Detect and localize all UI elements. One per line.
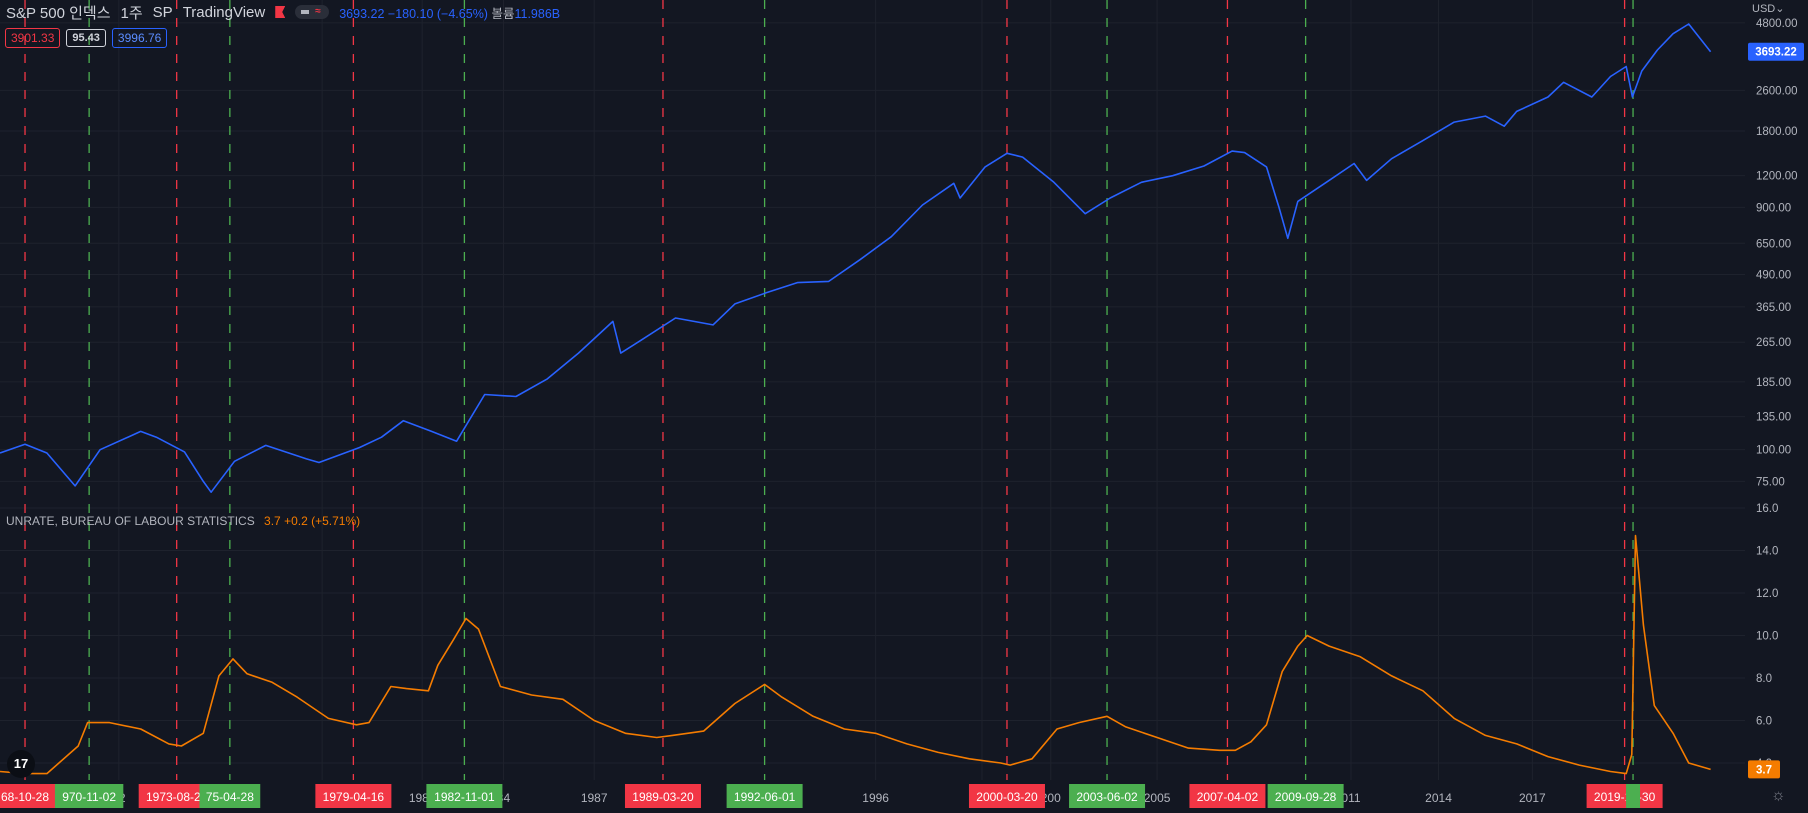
event-date-label: 1979-04-16 [323, 790, 385, 804]
time-tick-label: 011 [1341, 791, 1360, 805]
chevron-down-icon: ⌄ [1775, 3, 1785, 15]
tradingview-logo-icon[interactable]: 17 [7, 750, 35, 778]
event-date-label: 2007-04-02 [1197, 790, 1259, 804]
price-tick-label: 2600.00 [1756, 85, 1798, 97]
symbol-name[interactable]: S&P 500 인덱스 [6, 4, 111, 22]
unrate-line[interactable] [0, 534, 1711, 775]
price-tick-label: 490.00 [1756, 269, 1791, 281]
price-tick-label: 185.00 [1756, 377, 1791, 389]
event-date-label: 970-11-02 [62, 790, 116, 804]
event-date-badge [1267, 784, 1344, 808]
time-tick-label: 2005 [1144, 791, 1171, 805]
gear-icon[interactable]: ☼ [1771, 787, 1786, 804]
spx-price-line[interactable] [0, 23, 1712, 493]
event-date-badge [1069, 784, 1146, 808]
event-date-label: 1992-06-01 [734, 790, 796, 804]
price-tick-label: 4800.00 [1756, 18, 1798, 30]
quote-text: 3693.22 −180.10 (−4.65%) 볼륨11.986B [339, 3, 560, 22]
event-date-badge [726, 784, 803, 808]
trade-panel: 3901.33 95.43 3996.76 [5, 28, 168, 48]
event-date-label: 75-04-28 [206, 790, 254, 804]
spx-last-price-tag [1748, 42, 1804, 61]
unrate-last-value-tag [1748, 760, 1780, 779]
price-tick-label: 135.00 [1756, 412, 1791, 424]
interval-label[interactable]: 1주 [120, 4, 143, 22]
event-date-badge [199, 784, 261, 808]
time-tick-label: 2014 [1425, 791, 1452, 805]
event-date-badge [624, 784, 701, 808]
unrate-tick-label: 12.0 [1756, 588, 1778, 600]
price-axis-strip [1745, 0, 1808, 813]
event-date-badge [0, 784, 56, 808]
chart-header: S&P 500 인덱스 1주 SP TradingView ≈ 3693.22 … [6, 1, 560, 23]
event-date-badge [968, 784, 1045, 808]
event-date-label: 2009-09-28 [1275, 790, 1337, 804]
event-date-badge [1189, 784, 1266, 808]
spx-last-price-label: 3693.22 [1755, 47, 1797, 59]
indicator-values: 3.7 +0.2 (+5.71%) [264, 514, 361, 528]
event-date-label: 2019-12-30 [1594, 790, 1656, 804]
time-tick-label: 2017 [1519, 791, 1546, 805]
event-date-label: 1982-11-01 [434, 790, 495, 804]
price-tick-label: 265.00 [1756, 337, 1791, 349]
unrate-tick-label: 14.0 [1756, 546, 1778, 558]
event-date-label: 2003-06-02 [1076, 790, 1138, 804]
event-date-badge [426, 784, 503, 808]
sell-button[interactable]: 3901.33 [5, 28, 61, 48]
price-tick-label: 365.00 [1756, 302, 1791, 314]
unrate-last-value-label: 3.7 [1756, 764, 1772, 776]
volume-label: 볼륨 [491, 6, 515, 21]
event-date-badge [315, 784, 392, 808]
price-tick-label: 1800.00 [1756, 126, 1798, 138]
time-tick-label: 1996 [862, 791, 889, 805]
indicator-legend: UNRATE, BUREAU OF LABOUR STATISTICS 3.7 … [6, 514, 360, 528]
provider-label: TradingView [182, 3, 266, 21]
quote-value: 3693.22 −180.10 (−4.65%) [339, 6, 488, 21]
event-date-badge [54, 784, 124, 808]
unrate-tick-label: 10.0 [1756, 631, 1778, 643]
flag-icon[interactable] [275, 6, 286, 18]
event-date-label: 1973-08-20 [146, 790, 208, 804]
price-tick-label: 900.00 [1756, 202, 1791, 214]
price-tick-label: 1200.00 [1756, 171, 1798, 183]
currency-menu[interactable]: USD⌄ [1752, 2, 1784, 15]
event-date-badge [1626, 784, 1641, 808]
exchange-label: SP [152, 3, 173, 21]
unrate-tick-label: 16.0 [1756, 503, 1778, 515]
price-tick-label: 100.00 [1756, 445, 1791, 457]
currency-label: USD [1752, 3, 1776, 15]
event-date-label: 68-10-28 [1, 790, 49, 804]
time-tick-label: 200 [1041, 791, 1061, 805]
unrate-tick-label: 8.0 [1756, 673, 1772, 685]
price-tick-label: 650.00 [1756, 238, 1791, 250]
spread-value: 95.43 [66, 29, 106, 47]
unrate-tick-label: 6.0 [1756, 716, 1772, 728]
toggle-icon[interactable]: ≈ [295, 5, 330, 19]
event-date-label: 2000-03-20 [976, 790, 1038, 804]
indicator-name[interactable]: UNRATE, BUREAU OF LABOUR STATISTICS [6, 514, 255, 528]
event-date-badge [1586, 784, 1663, 808]
event-date-label: 1989-03-20 [632, 790, 694, 804]
price-tick-label: 75.00 [1756, 476, 1785, 488]
time-tick-label: 1987 [581, 791, 608, 805]
buy-button[interactable]: 3996.76 [111, 28, 168, 48]
volume-value: 11.986B [514, 6, 561, 21]
